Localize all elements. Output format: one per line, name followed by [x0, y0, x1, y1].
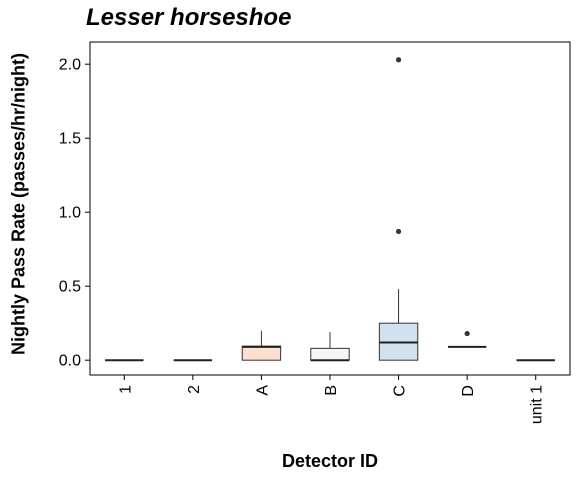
y-axis: 0.0 0.5 1.0 1.5 2.0 [59, 57, 90, 370]
box-body [241, 345, 282, 361]
x-tick-label: 1 [117, 385, 134, 394]
x-tick-label: unit 1 [529, 385, 546, 424]
y-axis-label: Nightly Pass Rate (passes/hr/night) [8, 52, 29, 356]
x-tick-label: C [392, 385, 409, 397]
y-tick-label: 1.0 [59, 205, 81, 222]
box-A [241, 330, 282, 361]
y-tick-label: 0.0 [59, 353, 81, 370]
outlier-point [395, 57, 402, 63]
x-tick-label: A [254, 385, 271, 396]
x-tick-label: D [460, 385, 477, 397]
x-axis-label: Detector ID [281, 451, 379, 471]
box-C [378, 57, 419, 361]
plot-frame [89, 41, 571, 376]
x-tick-label: B [323, 385, 340, 396]
y-tick-label: 2.0 [59, 57, 81, 74]
chart-title: Lesser horseshoe [86, 4, 292, 31]
box-body [310, 347, 350, 361]
y-tick-label: 1.5 [59, 131, 81, 148]
y-tick-label: 0.5 [59, 279, 81, 296]
boxes-layer [105, 57, 555, 362]
x-tick-label: 2 [186, 385, 203, 394]
box-B [310, 332, 350, 362]
outlier-point [464, 330, 470, 337]
box-D [447, 330, 487, 348]
outlier-point [395, 228, 402, 235]
